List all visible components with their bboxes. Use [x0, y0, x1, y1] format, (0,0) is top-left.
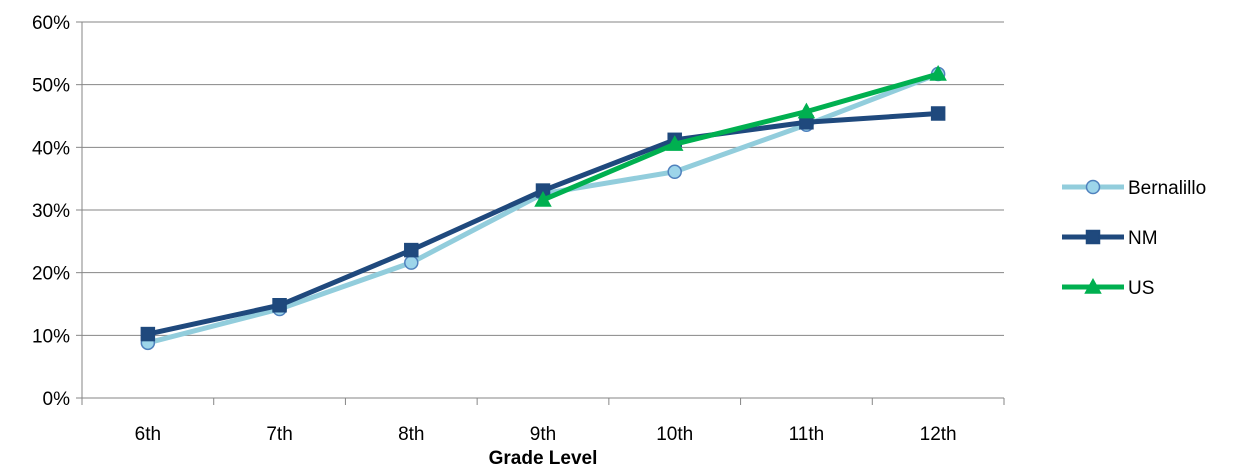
legend-item-nm: NM	[1062, 228, 1158, 249]
x-axis-title: Grade Level	[489, 448, 598, 468]
series-us	[534, 64, 947, 207]
y-tick-label: 30%	[32, 201, 70, 222]
x-tick-label: 11th	[789, 424, 825, 445]
x-tick-label: 7th	[266, 424, 292, 445]
y-tick-label: 60%	[32, 13, 70, 34]
series-layer	[140, 64, 947, 351]
legend-marker	[1084, 277, 1102, 294]
legend-label: US	[1128, 278, 1154, 299]
data-point	[272, 298, 287, 313]
data-point	[929, 64, 947, 81]
legend-item-bernalillo: Bernalillo	[1062, 178, 1206, 199]
y-tick-label: 50%	[32, 76, 70, 97]
legend-marker	[1085, 229, 1101, 245]
data-point	[665, 135, 684, 151]
data-point	[404, 255, 419, 270]
axes	[76, 21, 1005, 405]
legend-label: NM	[1128, 228, 1158, 249]
y-tick-label: 10%	[32, 326, 70, 347]
x-tick-label: 9th	[530, 424, 556, 445]
x-tick-label: 12th	[920, 424, 957, 445]
data-point	[140, 326, 156, 342]
data-point	[667, 164, 682, 180]
data-point	[797, 102, 816, 119]
data-point	[534, 190, 552, 207]
x-tick-label: 10th	[656, 424, 693, 445]
series-nm	[140, 106, 946, 342]
legend-label: Bernalillo	[1128, 178, 1206, 199]
y-tick-label: 40%	[32, 138, 70, 159]
y-tick-label: 20%	[32, 264, 70, 285]
series-line	[145, 71, 941, 346]
series-line	[145, 110, 941, 337]
x-tick-label: 8th	[398, 424, 424, 445]
series-line	[540, 71, 941, 203]
data-point	[930, 106, 946, 121]
legend: Bernalillo NM US	[1062, 178, 1206, 299]
y-tick-labels: 0% 10% 20% 30% 40% 50% 60%	[32, 13, 70, 410]
gridlines	[82, 21, 1004, 336]
x-tick-label: 6th	[135, 424, 161, 445]
x-tick-labels: 6th 7th 8th 9th 10th 11th 12th	[135, 424, 957, 445]
legend-marker	[1085, 179, 1101, 195]
y-tick-label: 0%	[43, 389, 71, 410]
legend-item-us: US	[1062, 277, 1154, 299]
data-point	[404, 242, 419, 258]
